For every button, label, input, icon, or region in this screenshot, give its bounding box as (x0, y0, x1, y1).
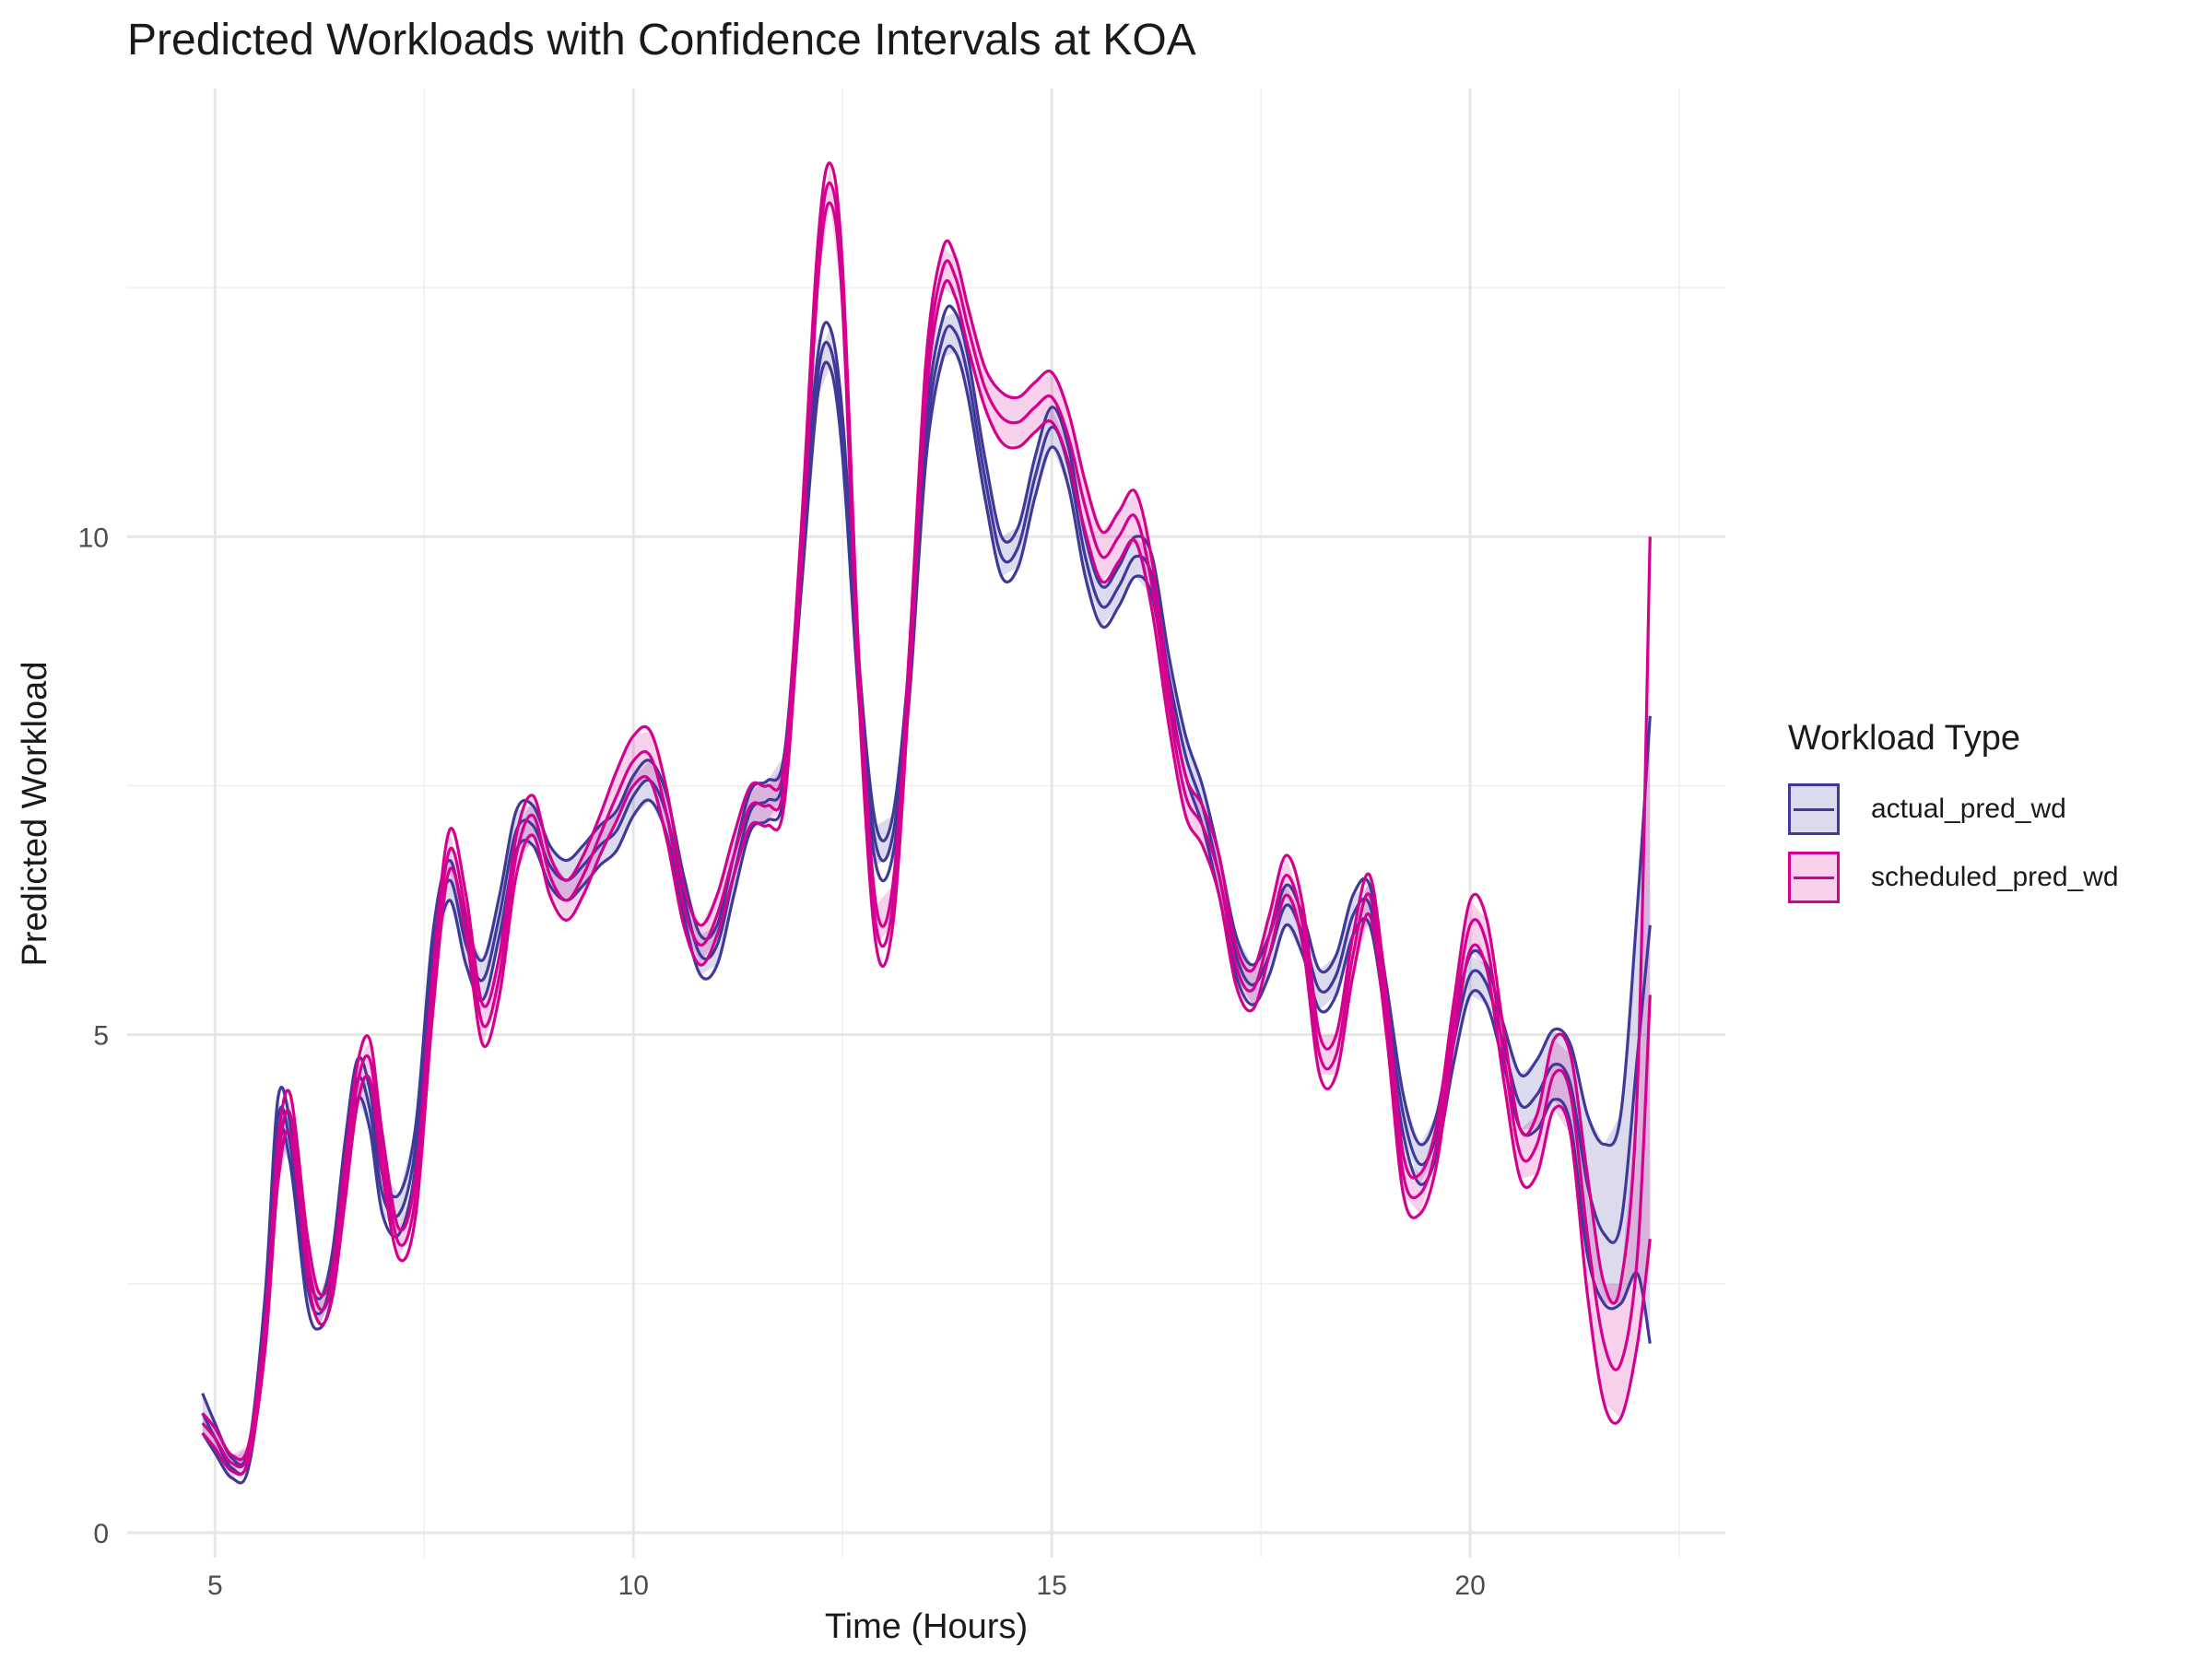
tick-labels: 5 10 15 20 0 5 10 (78, 523, 1486, 1601)
x-tick-label: 15 (1036, 1571, 1066, 1601)
legend-key-scheduled (1788, 852, 1840, 903)
grid-lines (127, 88, 1725, 1558)
x-tick-label: 5 (207, 1571, 223, 1601)
x-tick-label: 10 (618, 1571, 649, 1601)
legend: Workload Type actual_pred_wd scheduled_p… (1788, 719, 2119, 912)
legend-item-scheduled: scheduled_pred_wd (1788, 843, 2119, 912)
legend-key-line (1794, 807, 1834, 811)
ci-upper-line-actual-pred-wd (201, 304, 1652, 1466)
x-axis-title: Time (Hours) (825, 1607, 1028, 1646)
ci-lower-line-scheduled-pred-wd (201, 201, 1652, 1477)
y-tick-label: 5 (93, 1021, 109, 1052)
ci-upper-line-scheduled-pred-wd (201, 161, 1652, 1462)
x-tick-label: 20 (1454, 1571, 1485, 1601)
legend-title: Workload Type (1788, 719, 2021, 758)
y-tick-label: 10 (78, 523, 109, 553)
series-lines (201, 161, 1652, 1485)
legend-item-actual: actual_pred_wd (1788, 775, 2119, 843)
chart-title: Predicted Workloads with Confidence Inte… (127, 16, 1196, 65)
confidence-band-actual-pred-wd (202, 312, 1651, 1478)
y-axis-title: Predicted Workload (16, 662, 54, 967)
y-tick-label: 0 (93, 1519, 109, 1549)
series-line-scheduled-pred-wd (201, 181, 1652, 1469)
legend-label-scheduled: scheduled_pred_wd (1871, 862, 2119, 892)
legend-key-actual (1788, 783, 1840, 835)
legend-key-line (1794, 876, 1834, 879)
series-line-actual-pred-wd (201, 324, 1652, 1476)
ci-lower-line-actual-pred-wd (201, 344, 1652, 1485)
legend-label-actual: actual_pred_wd (1871, 794, 2066, 824)
